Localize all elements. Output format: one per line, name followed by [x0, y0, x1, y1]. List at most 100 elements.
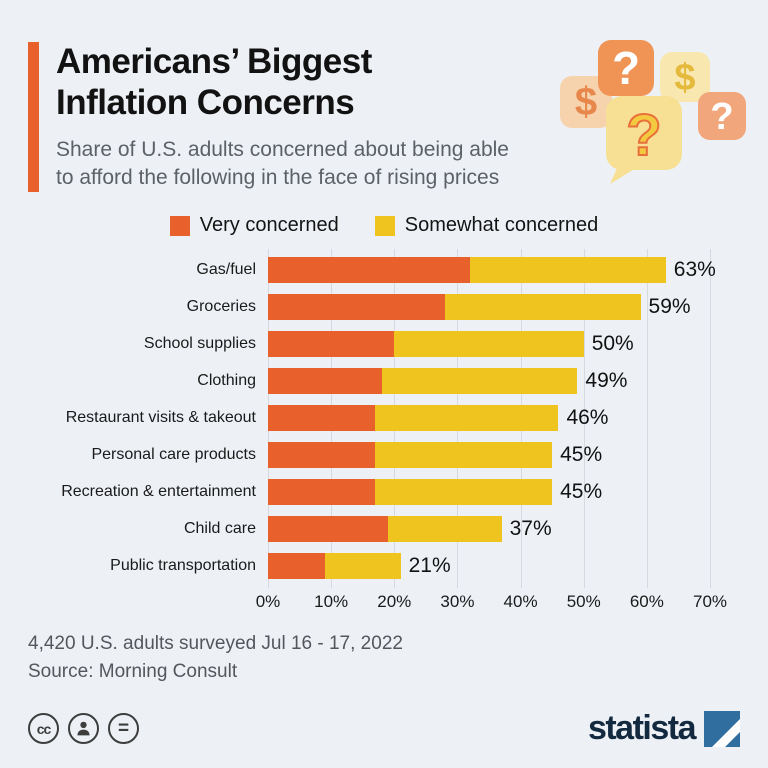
total-value-label: 59% — [648, 294, 691, 318]
legend-item-very-concerned: Very concerned — [169, 214, 339, 237]
question-bubble-orange-icon: ? — [598, 40, 654, 96]
statista-logo[interactable]: statista — [588, 709, 740, 748]
chart-row: Recreation & entertainment 45% — [28, 473, 740, 510]
footnote: 4,420 U.S. adults surveyed Jul 16 - 17, … — [28, 630, 740, 685]
gridline — [646, 249, 648, 588]
x-axis: 0% 10% 20% 30% 40% 50% 60% 70% — [256, 584, 727, 614]
cc-glyph: cc — [36, 720, 52, 737]
chart-row: Restaurant visits & takeout 46% — [28, 399, 740, 436]
bar-segment-somewhat-concerned — [387, 515, 502, 542]
total-value-label: 63% — [673, 257, 716, 281]
footer: cc = statista — [28, 709, 740, 748]
category-label: Groceries — [186, 297, 256, 315]
gridline — [710, 249, 711, 588]
bar-segment-very-concerned — [268, 441, 376, 468]
bar-segment-somewhat-concerned — [375, 441, 553, 468]
bar-track: 37% — [268, 515, 710, 542]
category-label: Personal care products — [91, 445, 256, 463]
legend-label-somewhat-concerned: Somewhat concerned — [404, 214, 599, 236]
x-tick-label: 50% — [566, 592, 601, 611]
svg-text:?: ? — [612, 42, 640, 94]
legend-swatch-somewhat-concerned — [374, 215, 395, 236]
license-icons[interactable]: cc = — [28, 713, 139, 744]
header-text: Americans’ Biggest Inflation Concerns Sh… — [56, 42, 509, 192]
total-value-label: 46% — [566, 405, 609, 429]
statista-wordmark: statista — [587, 709, 697, 747]
bar-segment-somewhat-concerned — [444, 293, 641, 320]
bar-segment-very-concerned — [268, 404, 376, 431]
bar-segment-somewhat-concerned — [375, 404, 559, 431]
statista-mark-icon — [704, 710, 740, 747]
money-question-bubbles-icon: $ ? $ ? ? — [560, 40, 746, 184]
legend-item-somewhat-concerned: Somewhat concerned — [374, 214, 599, 237]
bar-chart: Gas/fuel 63% Groceries 59% School supplies 50… — [28, 249, 740, 614]
total-value-label: 37% — [509, 516, 552, 540]
bar-segment-somewhat-concerned — [324, 552, 401, 579]
bar-track: 50% — [268, 330, 710, 357]
attribution-person-icon[interactable] — [68, 713, 99, 744]
bar-track: 49% — [268, 367, 710, 394]
chart-row: School supplies 50% — [28, 325, 740, 362]
creative-commons-icon[interactable]: cc — [28, 713, 59, 744]
bar-segment-somewhat-concerned — [394, 330, 584, 357]
bar-track: 21% — [268, 552, 710, 579]
category-label: Recreation & entertainment — [61, 482, 256, 500]
source-note: Source: Morning Consult — [28, 660, 238, 682]
bar-segment-very-concerned — [268, 478, 376, 505]
bar-segment-very-concerned — [268, 256, 471, 283]
bar-track: 45% — [268, 478, 710, 505]
header: Americans’ Biggest Inflation Concerns Sh… — [28, 40, 746, 192]
survey-note: 4,420 U.S. adults surveyed Jul 16 - 17, … — [28, 633, 403, 654]
chart-row: Gas/fuel 63% — [28, 251, 740, 288]
category-label: Gas/fuel — [196, 260, 256, 278]
subtitle: Share of U.S. adults concerned about bei… — [56, 136, 509, 192]
svg-text:?: ? — [710, 96, 733, 138]
no-derivatives-icon[interactable]: = — [108, 713, 139, 744]
bar-track: 45% — [268, 441, 710, 468]
svg-text:$: $ — [674, 57, 695, 99]
category-label: Child care — [183, 519, 256, 537]
legend: Very concerned Somewhat concerned — [28, 214, 740, 237]
bar-track: 46% — [268, 404, 710, 431]
x-tick-label: 60% — [629, 592, 664, 611]
legend-label-very-concerned: Very concerned — [199, 214, 339, 236]
chart-rows: Gas/fuel 63% Groceries 59% School supplies 50… — [28, 251, 740, 584]
bar-track: 63% — [268, 256, 716, 283]
total-value-label: 45% — [560, 442, 603, 466]
total-value-label: 21% — [408, 553, 451, 577]
total-value-label: 49% — [585, 368, 628, 392]
x-tick-label: 0% — [255, 592, 281, 611]
x-tick-label: 30% — [440, 592, 475, 611]
title-line-2: Inflation Concerns — [56, 82, 355, 122]
category-label: Restaurant visits & takeout — [65, 408, 256, 426]
bar-segment-somewhat-concerned — [470, 256, 666, 283]
chart-row: Public transportation 21% — [28, 547, 740, 584]
equal-glyph: = — [117, 717, 130, 739]
chart-row: Personal care products 45% — [28, 436, 740, 473]
subtitle-line-1: Share of U.S. adults concerned about bei… — [56, 137, 509, 161]
x-tick-label: 40% — [503, 592, 538, 611]
gridline — [583, 249, 585, 588]
person-icon — [77, 721, 90, 736]
chart-plot: Gas/fuel 63% Groceries 59% School supplies 50… — [28, 249, 740, 588]
total-value-label: 50% — [591, 331, 634, 355]
bar-segment-somewhat-concerned — [375, 478, 553, 505]
x-tick-label: 20% — [377, 592, 412, 611]
svg-text:$: $ — [575, 80, 597, 124]
svg-text:?: ? — [626, 103, 661, 168]
dollar-bubble-yellow-icon: $ — [660, 52, 710, 102]
bar-segment-very-concerned — [268, 515, 388, 542]
dollar-bubble-small-icon: $ — [560, 76, 612, 128]
chart-row: Groceries 59% — [28, 288, 740, 325]
subtitle-line-2: to afford the following in the face of r… — [56, 165, 500, 189]
legend-swatch-very-concerned — [169, 215, 190, 236]
x-tick-label: 70% — [692, 592, 728, 611]
x-tick-label: 10% — [314, 592, 349, 611]
bar-track: 59% — [268, 293, 710, 320]
bar-segment-very-concerned — [268, 330, 395, 357]
question-bubble-salmon-icon: ? — [698, 92, 746, 140]
page-title: Americans’ Biggest Inflation Concerns — [56, 42, 509, 124]
category-label: Clothing — [197, 371, 256, 389]
chart-row: Clothing 49% — [28, 362, 740, 399]
